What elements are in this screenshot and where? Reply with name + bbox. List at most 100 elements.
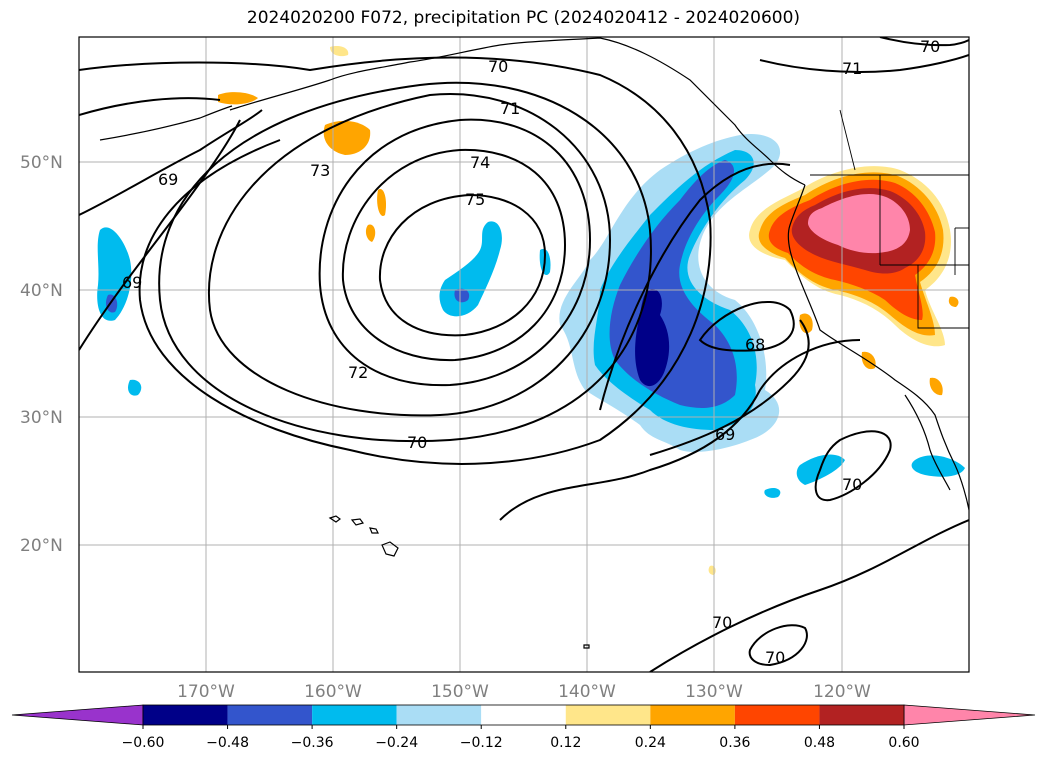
map-frame [78, 36, 970, 673]
colorbar-tick-label: 0.12 [550, 735, 581, 751]
contour-label: 70 [407, 433, 427, 452]
hawaii-2 [350, 518, 365, 526]
contour-70-west [79, 97, 221, 116]
contour-label: 73 [310, 161, 330, 180]
contour-70-low [649, 519, 969, 672]
contour-71 [158, 81, 652, 443]
contour-69-east2 [649, 319, 810, 456]
contour-72 [208, 93, 612, 417]
lat-label: 20°N [20, 536, 63, 556]
contour-label: 69 [122, 273, 142, 292]
colorbar-segment [650, 705, 735, 725]
contour-73 [318, 118, 592, 387]
contour-71-ne [759, 54, 969, 73]
colorbar-left-arrow [11, 704, 144, 726]
map-title: 2024020200 F072, precipitation PC (20240… [246, 8, 801, 28]
lat-label: 40°N [20, 281, 63, 301]
contour-69-west [79, 109, 263, 216]
lon-label: 170°W [177, 682, 235, 702]
state-borders [810, 109, 969, 329]
colorbar-segment [396, 705, 482, 725]
contour-69-mid [79, 119, 241, 351]
colorbar-tick-label: 0.60 [888, 735, 919, 751]
gridlines [79, 37, 969, 672]
contour-70-ne [879, 37, 969, 47]
colorbar-segment [819, 705, 904, 725]
colorbar-tick-label: −0.60 [122, 735, 165, 751]
colorbar-segment [481, 705, 566, 725]
contour-label: 69 [715, 425, 735, 444]
lat-label: 50°N [20, 153, 63, 173]
colorbar-tick-label: 0.36 [719, 735, 750, 751]
colorbar-segment [143, 705, 228, 725]
west-coast [787, 184, 969, 511]
lon-label: 160°W [304, 682, 362, 702]
contour-label: 72 [348, 363, 368, 382]
contour-70-circle [748, 624, 808, 667]
contour-label: 68 [745, 335, 765, 354]
positive-anomaly-max [808, 194, 910, 254]
baja [904, 394, 951, 491]
contour-69-east [599, 162, 791, 411]
patch-pos-6 [861, 351, 876, 370]
contour-70-se [499, 339, 861, 521]
contour-label-group: 70 71 72 73 74 75 69 69 68 69 70 70 70 7… [122, 37, 940, 667]
latitude-labels: 50°N 40°N 30°N 20°N [20, 153, 63, 556]
colorbar-tick-label: 0.24 [635, 735, 666, 751]
patch-pos-2 [218, 92, 258, 105]
lon-label: 140°W [558, 682, 616, 702]
contour-74 [341, 148, 567, 362]
contour-label: 74 [470, 153, 490, 172]
lat-label: 30°N [20, 408, 63, 428]
hawaii-1 [328, 515, 341, 523]
contour-label: 71 [842, 59, 862, 78]
colorbar-outline [142, 704, 905, 726]
colorbar-tick-label: −0.24 [375, 735, 418, 751]
aleutians [99, 105, 233, 141]
hawaii-3 [369, 527, 379, 534]
patch-neg-4 [127, 379, 142, 396]
contours [79, 37, 969, 672]
contour-75 [378, 193, 547, 337]
negative-anomaly-max [635, 289, 670, 387]
contour-label: 70 [765, 648, 785, 667]
patch-pos-8 [948, 296, 959, 307]
island-east [583, 644, 590, 649]
colorbar-tick-label: −0.36 [291, 735, 334, 751]
contour-label: 70 [488, 57, 508, 76]
colorbar-tick-label: −0.48 [206, 735, 249, 751]
patch-neg-1 [97, 227, 132, 321]
colorbar-tick-label: −0.12 [460, 735, 503, 751]
contour-68 [698, 300, 795, 352]
patch-pos-10 [330, 45, 349, 57]
contour-label: 70 [920, 37, 940, 56]
lon-label: 130°W [685, 682, 743, 702]
patch-pos-1 [323, 120, 371, 155]
patch-neg-6 [764, 487, 781, 498]
lon-label: 150°W [431, 682, 489, 702]
contour-label: 71 [500, 99, 520, 118]
contour-70-main [79, 56, 712, 465]
coastlines [99, 37, 969, 649]
contour-label: 75 [465, 190, 485, 209]
patch-neg-2b [454, 288, 470, 303]
patch-neg-7 [911, 455, 965, 477]
colorbar-segment [312, 705, 397, 725]
contour-70-east-oval [814, 430, 892, 502]
patch-pos-4 [365, 224, 376, 242]
map-area [79, 37, 969, 672]
patch-pos-5 [799, 313, 813, 334]
contour-label: 70 [842, 475, 862, 494]
lon-label: 120°W [813, 682, 871, 702]
colorbar-segment [734, 705, 820, 725]
colorbar: −0.60 −0.48 −0.36 −0.24 −0.12 0.12 0.24 0.36 0.4… [11, 704, 1036, 751]
patch-pos-3 [377, 189, 387, 216]
patch-pos-7 [929, 377, 943, 396]
contour-label: 69 [158, 170, 178, 189]
contour-label: 70 [712, 613, 732, 632]
colorbar-segment [227, 705, 313, 725]
colorbar-right-arrow [903, 704, 1036, 726]
colorbar-segment [565, 705, 651, 725]
hawaii-4 [381, 541, 399, 557]
